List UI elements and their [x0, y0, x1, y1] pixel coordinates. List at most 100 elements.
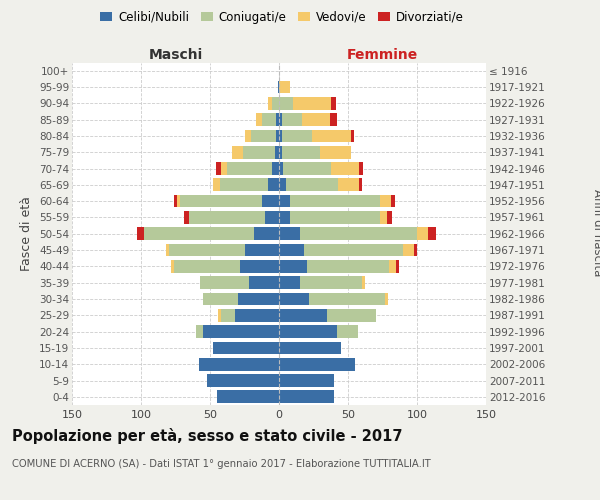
Bar: [279, 390, 334, 403]
Bar: [213, 178, 220, 191]
Legend: Celibi/Nubili, Coniugati/e, Vedovi/e, Divorziati/e: Celibi/Nubili, Coniugati/e, Vedovi/e, Di…: [95, 6, 469, 28]
Bar: [262, 195, 279, 207]
Bar: [359, 178, 362, 191]
Bar: [279, 342, 341, 354]
Bar: [338, 178, 359, 191]
Bar: [169, 244, 245, 256]
Bar: [238, 292, 279, 306]
Bar: [286, 178, 338, 191]
Bar: [166, 244, 169, 256]
Bar: [389, 260, 396, 272]
Bar: [328, 309, 376, 322]
Bar: [200, 276, 248, 289]
Bar: [179, 195, 262, 207]
Bar: [310, 292, 385, 306]
Bar: [207, 374, 279, 387]
Bar: [265, 211, 279, 224]
Bar: [428, 228, 436, 240]
Bar: [279, 292, 310, 306]
Bar: [245, 244, 279, 256]
Text: Maschi: Maschi: [148, 48, 203, 62]
Bar: [337, 325, 358, 338]
Bar: [362, 276, 365, 289]
Bar: [304, 244, 403, 256]
Text: Popolazione per età, sesso e stato civile - 2017: Popolazione per età, sesso e stato civil…: [12, 428, 403, 444]
Bar: [302, 113, 330, 126]
Bar: [272, 97, 279, 110]
Bar: [279, 374, 334, 387]
Bar: [279, 178, 286, 191]
Bar: [279, 97, 293, 110]
Bar: [380, 211, 386, 224]
Bar: [397, 260, 399, 272]
Bar: [279, 260, 307, 272]
Bar: [203, 325, 279, 338]
Bar: [174, 195, 177, 207]
Bar: [279, 228, 300, 240]
Bar: [276, 130, 279, 142]
Bar: [279, 80, 290, 94]
Bar: [331, 162, 359, 175]
Bar: [221, 309, 235, 322]
Bar: [290, 195, 380, 207]
Text: COMUNE DI ACERNO (SA) - Dati ISTAT 1° gennaio 2017 - Elaborazione TUTTITALIA.IT: COMUNE DI ACERNO (SA) - Dati ISTAT 1° ge…: [12, 459, 431, 469]
Bar: [279, 276, 300, 289]
Bar: [279, 358, 355, 370]
Bar: [137, 228, 144, 240]
Bar: [282, 146, 320, 158]
Bar: [380, 195, 391, 207]
Bar: [279, 309, 328, 322]
Bar: [279, 211, 290, 224]
Bar: [213, 342, 279, 354]
Bar: [417, 228, 428, 240]
Bar: [220, 178, 268, 191]
Bar: [256, 113, 262, 126]
Bar: [279, 113, 282, 126]
Bar: [243, 146, 275, 158]
Bar: [217, 390, 279, 403]
Bar: [248, 276, 279, 289]
Bar: [227, 162, 272, 175]
Bar: [282, 113, 302, 126]
Bar: [331, 97, 335, 110]
Bar: [190, 211, 265, 224]
Bar: [391, 195, 395, 207]
Bar: [330, 113, 337, 126]
Bar: [196, 325, 203, 338]
Bar: [245, 130, 251, 142]
Bar: [172, 260, 174, 272]
Bar: [386, 211, 392, 224]
Bar: [282, 130, 312, 142]
Bar: [307, 260, 389, 272]
Bar: [221, 162, 227, 175]
Bar: [385, 292, 388, 306]
Bar: [174, 260, 241, 272]
Bar: [251, 130, 276, 142]
Bar: [359, 162, 363, 175]
Bar: [351, 130, 353, 142]
Bar: [262, 113, 276, 126]
Bar: [272, 162, 279, 175]
Bar: [268, 178, 279, 191]
Bar: [203, 292, 238, 306]
Bar: [279, 195, 290, 207]
Bar: [403, 244, 414, 256]
Bar: [293, 97, 331, 110]
Bar: [279, 146, 282, 158]
Bar: [232, 146, 243, 158]
Bar: [320, 146, 351, 158]
Bar: [199, 358, 279, 370]
Bar: [300, 228, 417, 240]
Bar: [177, 195, 179, 207]
Bar: [268, 97, 272, 110]
Bar: [279, 325, 337, 338]
Bar: [300, 276, 362, 289]
Bar: [278, 80, 279, 94]
Bar: [279, 244, 304, 256]
Bar: [276, 113, 279, 126]
Y-axis label: Fasce di età: Fasce di età: [20, 196, 34, 271]
Bar: [218, 309, 221, 322]
Bar: [312, 130, 351, 142]
Bar: [414, 244, 417, 256]
Bar: [283, 162, 331, 175]
